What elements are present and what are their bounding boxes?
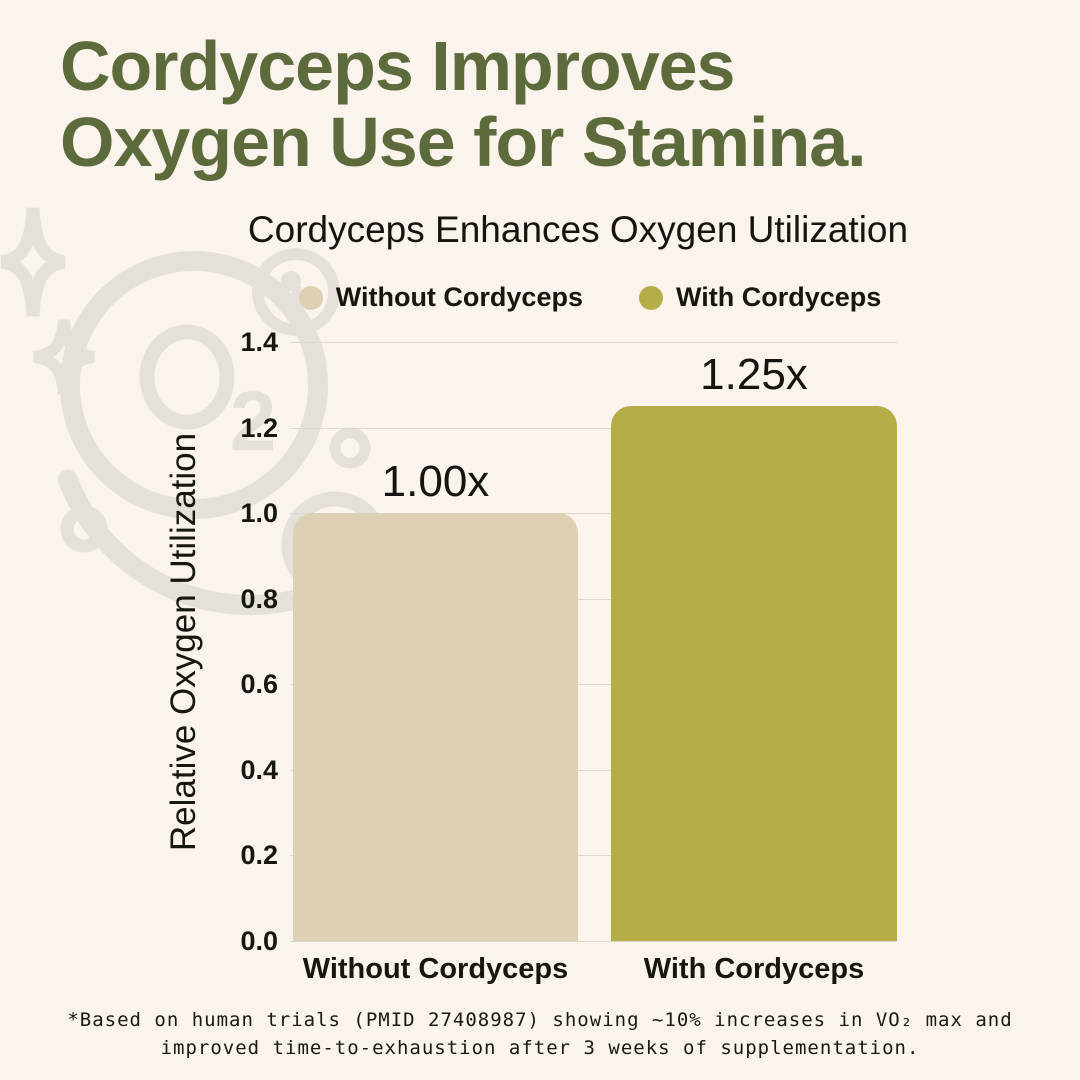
bubble-mid-icon — [329, 427, 371, 469]
y-tick-label: 0.4 — [240, 754, 278, 785]
y-tick-label: 0.8 — [240, 583, 278, 614]
gridline — [290, 941, 897, 942]
gridline — [290, 427, 897, 429]
gridline — [290, 342, 897, 343]
bar-with-cordyceps: 1.25x — [611, 350, 897, 941]
comma-dot-icon — [285, 285, 304, 314]
gridline — [290, 684, 897, 686]
o2-letter-2: 2 — [230, 374, 277, 468]
bar-value-label: 1.00x — [381, 457, 490, 507]
y-axis-ticks: 0.0 0.2 0.4 0.6 0.8 1.0 1.2 1.4 — [180, 327, 278, 956]
legend-swatch-without-cordyceps-icon — [298, 285, 323, 310]
x-category-label-without: Without Cordyceps — [302, 953, 569, 985]
chart-legend: Without Cordyceps With Cordyceps — [290, 282, 890, 313]
x-category-label-with: With Cordyceps — [643, 953, 865, 985]
y-tick-label: 1.0 — [240, 498, 278, 529]
o2-letter-o-icon — [139, 324, 235, 430]
y-tick-label: 0.6 — [240, 669, 278, 700]
legend-label: With Cordyceps — [675, 282, 882, 312]
y-tick-label: 1.4 — [240, 327, 278, 357]
legend-item-with-cordyceps: With Cordyceps — [638, 282, 882, 313]
sparkle-large-icon — [2, 208, 64, 316]
molecule-ring-icon — [60, 251, 328, 519]
gridline — [290, 855, 897, 857]
gridline — [290, 513, 897, 515]
chart-title: Cordyceps Enhances Oxygen Utilization — [247, 209, 909, 250]
gridline — [290, 598, 897, 600]
source-footnote: *Based on human trials (PMID 27408987) s… — [0, 1006, 1080, 1062]
bubble-top-icon — [252, 248, 340, 336]
y-tick-label: 1.2 — [240, 412, 278, 443]
y-tick-label: 0.0 — [240, 926, 278, 956]
page-title-line2: Oxygen Use for Stamina. — [60, 103, 867, 182]
page-title: Cordyceps Improves Oxygen Use for Stamina… — [60, 27, 867, 182]
footnote-line2: improved time-to-exhaustion after 3 week… — [160, 1037, 920, 1059]
bar-without-cordyceps: 1.00x — [293, 457, 578, 941]
gridline — [290, 769, 897, 771]
bubble-left-icon — [60, 505, 108, 553]
legend-item-without-cordyceps: Without Cordyceps — [298, 282, 583, 313]
molecule-orbit-arc-icon — [45, 205, 455, 615]
legend-swatch-with-cordyceps-icon — [638, 285, 663, 310]
gridlines — [290, 342, 897, 942]
plot-area: 1.00x 1.25x Without Cordyceps With Cordy… — [290, 342, 897, 985]
legend-label: Without Cordyceps — [335, 282, 583, 312]
footnote-line1: *Based on human trials (PMID 27408987) s… — [67, 1009, 1013, 1031]
y-tick-label: 0.2 — [240, 840, 278, 871]
page-title-line1: Cordyceps Improves — [60, 27, 735, 105]
comma-dot-icon — [281, 271, 301, 291]
bar-value-label: 1.25x — [700, 350, 808, 400]
